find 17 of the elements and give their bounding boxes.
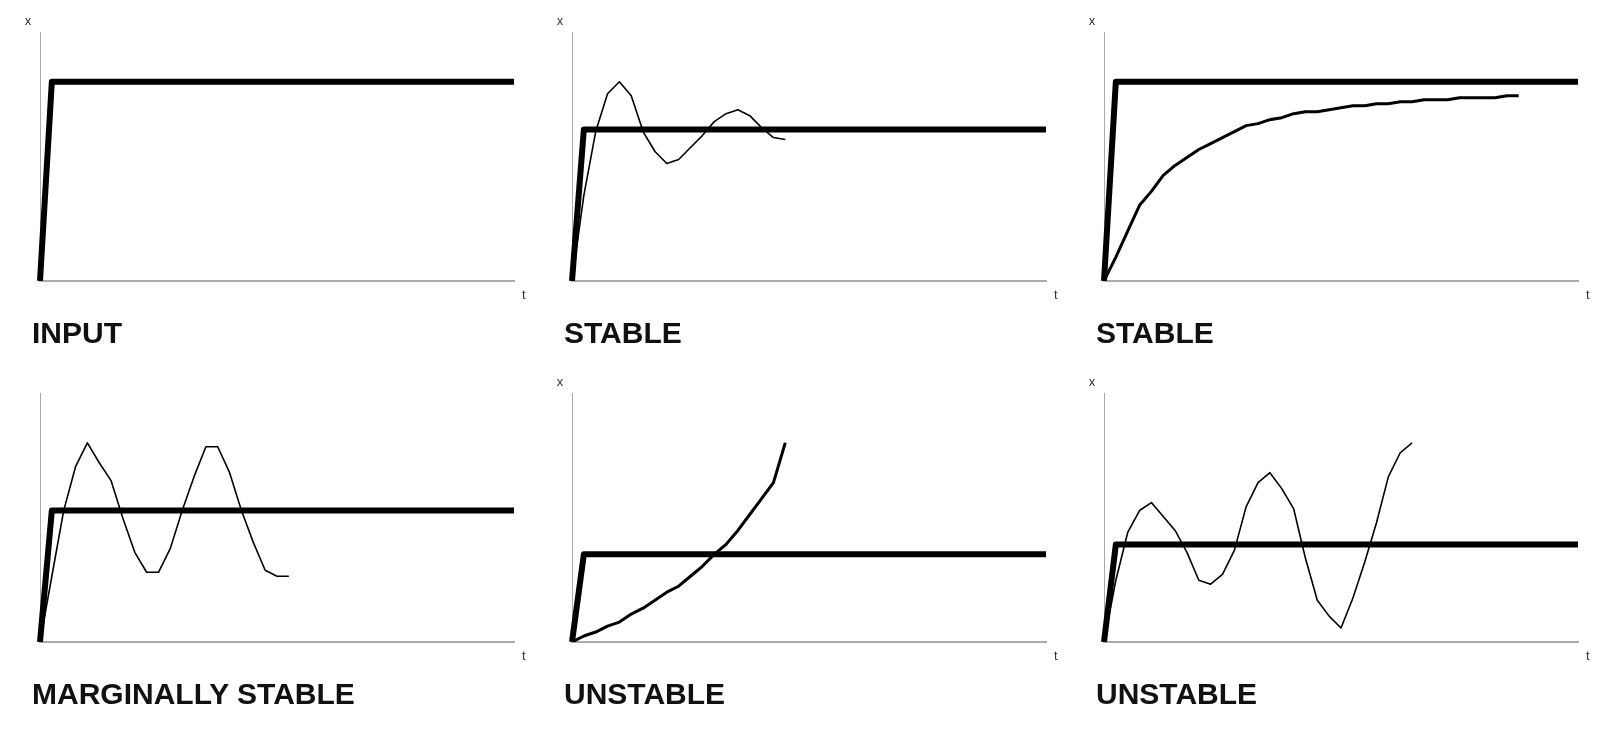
y-axis-title: x [24,13,32,29]
text: UNSTABLE [1096,677,1258,711]
x-axis-title: t [522,286,526,302]
x-axis-title: t [522,647,526,663]
text: MARGINALLY STABLE [32,677,355,711]
x-axis-title: t [1586,647,1590,663]
x-axis-title: t [1054,647,1058,663]
y-axis-title: x [1088,374,1096,390]
text: INPUT [32,316,122,350]
y-axis-title: x [556,374,564,390]
y-axis-title: x [1088,13,1096,29]
x-axis-title: t [1054,286,1058,302]
x-axis-title: t [1586,286,1590,302]
text: UNSTABLE [564,677,726,711]
text: STABLE [1096,316,1214,350]
text: STABLE [564,316,682,350]
y-axis-title: x [556,13,564,29]
